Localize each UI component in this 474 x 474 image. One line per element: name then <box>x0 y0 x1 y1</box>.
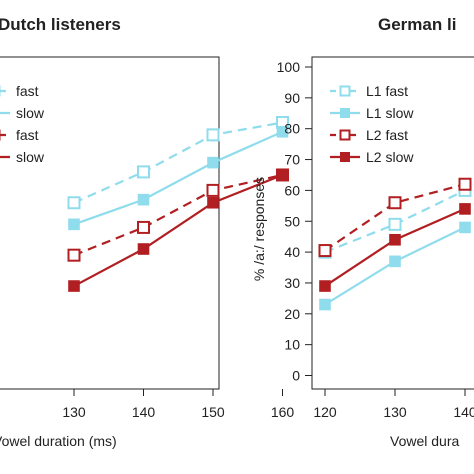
legend-german: L1 fast L1 slow L2 fast L2 slow <box>330 83 414 165</box>
series-group-german <box>318 177 472 311</box>
legend-label: L1 slow <box>366 105 414 121</box>
data-point-l2-slow <box>276 169 289 181</box>
x-tick-label: 150 <box>201 404 225 420</box>
legend-dutch: fast slow fast slow <box>0 83 45 165</box>
data-point-l2-fast <box>458 177 472 191</box>
title-german: German li <box>378 15 456 34</box>
data-point-l2-slow <box>68 280 80 292</box>
series-line-l2-fast <box>73 173 283 257</box>
plot-frame-german <box>311 56 474 390</box>
y-tick-label: 40 <box>284 244 300 260</box>
y-tick-label: 50 <box>284 213 300 229</box>
xlabel-german: Vowel dura <box>390 433 459 449</box>
data-point-l2-fast <box>137 220 150 234</box>
legend-label: L2 fast <box>366 127 408 143</box>
data-point-l1-slow <box>276 125 289 138</box>
x-axis-dutch: 130 140 150 160 <box>62 389 294 420</box>
legend-label: slow <box>16 149 45 165</box>
legend-label: slow <box>16 105 45 121</box>
legend-label: fast <box>16 127 39 143</box>
x-tick-label: 140 <box>453 404 474 420</box>
data-point-l2-slow <box>207 196 219 209</box>
x-tick-label: 130 <box>383 404 407 420</box>
plot-frame-dutch <box>0 56 220 390</box>
x-tick-label: 160 <box>271 404 295 420</box>
y-tick-label: 20 <box>284 306 300 322</box>
ylabel-german: % /a:/ responses <box>251 177 267 281</box>
panel-german: German li L1 fast L1 slow L2 fast L2 slow 1… <box>251 15 474 449</box>
legend-label: fast <box>16 83 39 99</box>
data-point-l1-fast <box>137 165 150 179</box>
data-point-l1-slow <box>389 255 401 268</box>
data-point-l1-slow <box>207 156 219 169</box>
series-line-l2-slow <box>73 173 283 288</box>
series-line-l1-fast <box>73 121 283 204</box>
y-tick-label: 100 <box>277 59 301 75</box>
data-point-l2-fast <box>67 248 81 262</box>
data-point-l1-slow <box>68 218 80 231</box>
data-point-l2-fast <box>388 196 402 210</box>
legend-marker <box>339 85 351 97</box>
legend-marker <box>340 108 350 118</box>
data-point-l2-slow <box>459 203 471 215</box>
series-group-dutch <box>67 116 289 292</box>
data-point-l1-slow <box>319 298 331 311</box>
y-tick-label: 70 <box>284 152 300 168</box>
y-tick-label: 80 <box>284 121 300 137</box>
legend-marker <box>339 129 351 141</box>
data-point-l1-fast <box>67 196 81 210</box>
data-point-l1-fast <box>388 217 402 231</box>
data-point-l2-slow <box>319 280 331 292</box>
data-point-l2-fast <box>318 244 332 258</box>
data-point-l1-slow <box>137 193 150 206</box>
title-dutch: Dutch listeners <box>0 15 121 34</box>
x-tick-label: 120 <box>313 404 337 420</box>
xlabel-dutch: Vowel duration (ms) <box>0 433 117 449</box>
x-tick-label: 130 <box>62 404 86 420</box>
x-axis-german: 120 130 140 <box>313 389 474 420</box>
data-point-l1-slow <box>459 221 471 234</box>
data-point-l1-fast <box>206 128 220 142</box>
data-point-l2-fast <box>206 183 220 197</box>
y-tick-label: 0 <box>292 368 300 384</box>
data-point-l2-slow <box>389 233 401 246</box>
y-tick-label: 90 <box>284 90 300 106</box>
legend-marker <box>340 152 350 162</box>
y-tick-label: 30 <box>284 275 300 291</box>
x-tick-label: 140 <box>132 404 156 420</box>
y-tick-label: 10 <box>284 337 300 353</box>
data-point-l2-slow <box>137 243 150 255</box>
legend-label: L2 slow <box>366 149 414 165</box>
series-line-l1-slow <box>73 130 283 226</box>
y-axis-german: 0 10 20 30 40 50 60 70 80 90 100 <box>277 59 312 384</box>
legend-label: L1 fast <box>366 83 408 99</box>
y-tick-label: 60 <box>284 182 300 198</box>
